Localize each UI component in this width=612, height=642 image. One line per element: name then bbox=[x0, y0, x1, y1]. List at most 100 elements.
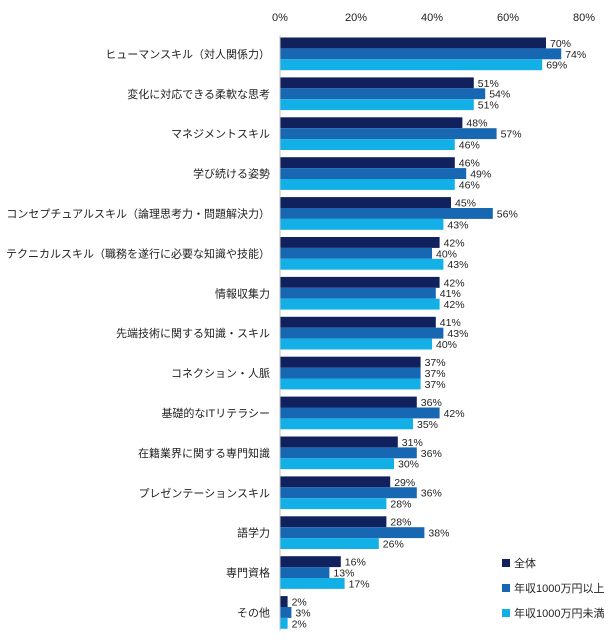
bar bbox=[280, 458, 394, 470]
bar bbox=[280, 418, 413, 430]
bar bbox=[280, 396, 417, 408]
data-label: 42% bbox=[444, 237, 465, 249]
data-label: 57% bbox=[501, 129, 522, 141]
bar bbox=[280, 168, 467, 179]
value-labels: 70%74%69%51%54%51%48%57%46%46%49%46%45%5… bbox=[292, 38, 587, 630]
data-label: 46% bbox=[459, 140, 480, 152]
data-label: 16% bbox=[345, 557, 366, 569]
bar bbox=[280, 538, 379, 549]
data-label: 37% bbox=[425, 379, 446, 391]
bar bbox=[280, 607, 292, 618]
bar bbox=[280, 247, 432, 259]
data-label: 42% bbox=[444, 277, 465, 289]
x-tick-label: 0% bbox=[272, 12, 288, 24]
data-label: 49% bbox=[470, 169, 491, 181]
data-label: 51% bbox=[478, 78, 499, 90]
data-label: 74% bbox=[565, 49, 586, 61]
bar bbox=[280, 99, 474, 111]
data-label: 36% bbox=[421, 397, 442, 409]
bar bbox=[280, 287, 436, 299]
bar bbox=[280, 128, 497, 140]
bar bbox=[280, 578, 345, 589]
bar bbox=[280, 48, 562, 60]
bar bbox=[280, 567, 330, 578]
category-labels: ヒューマンスキル（対人関係力） 変化に対応できる柔軟な思考マネジメントスキル学び続… bbox=[6, 47, 270, 620]
data-label: 54% bbox=[489, 89, 510, 101]
bar bbox=[280, 298, 440, 310]
category-label: 語学力 bbox=[237, 526, 270, 540]
bar bbox=[280, 596, 288, 607]
bar bbox=[280, 487, 417, 499]
category-label: その他 bbox=[237, 606, 270, 619]
bar bbox=[280, 407, 440, 419]
data-label: 38% bbox=[428, 528, 449, 540]
data-label: 37% bbox=[425, 368, 446, 380]
x-tick-label: 20% bbox=[345, 12, 367, 24]
data-label: 43% bbox=[447, 219, 468, 231]
bars bbox=[280, 37, 562, 629]
bar bbox=[280, 556, 341, 568]
data-label: 45% bbox=[455, 198, 476, 210]
bar bbox=[280, 179, 455, 190]
legend-label: 年収1000万円未満 bbox=[514, 606, 604, 620]
bar bbox=[280, 37, 546, 49]
data-label: 69% bbox=[546, 60, 567, 72]
category-label: ヒューマンスキル（対人関係力） bbox=[105, 47, 270, 61]
category-label: 専門資格 bbox=[226, 566, 270, 580]
data-label: 31% bbox=[402, 437, 423, 449]
bar bbox=[280, 88, 486, 100]
data-label: 46% bbox=[459, 158, 480, 170]
bar bbox=[280, 356, 421, 368]
bar bbox=[280, 617, 288, 629]
legend-label: 全体 bbox=[514, 556, 536, 570]
data-label: 43% bbox=[447, 328, 468, 340]
legend-swatch bbox=[502, 559, 510, 567]
x-tick-label: 40% bbox=[421, 12, 443, 24]
legend-swatch bbox=[502, 584, 510, 592]
data-label: 28% bbox=[390, 517, 411, 529]
data-label: 36% bbox=[421, 448, 442, 460]
bar bbox=[280, 476, 391, 488]
bar bbox=[280, 327, 444, 339]
data-label: 2% bbox=[292, 618, 307, 630]
data-label: 40% bbox=[436, 339, 457, 351]
data-label: 42% bbox=[444, 408, 465, 420]
x-tick-label: 80% bbox=[573, 12, 595, 24]
legend-swatch bbox=[502, 609, 510, 617]
data-label: 37% bbox=[425, 357, 446, 369]
data-label: 26% bbox=[383, 539, 404, 551]
bar bbox=[280, 139, 455, 150]
bar bbox=[280, 378, 421, 390]
x-tick-label: 60% bbox=[497, 12, 519, 24]
category-label: 変化に対応できる柔軟な思考 bbox=[127, 87, 270, 101]
category-label: 学び続ける姿勢 bbox=[193, 167, 270, 181]
data-label: 43% bbox=[447, 259, 468, 271]
data-label: 3% bbox=[295, 607, 310, 619]
data-label: 48% bbox=[466, 118, 487, 130]
category-label: コネクション・人脈 bbox=[171, 366, 270, 380]
bar bbox=[280, 117, 463, 129]
data-label: 46% bbox=[459, 179, 480, 191]
bar bbox=[280, 197, 451, 208]
data-label: 2% bbox=[292, 597, 307, 609]
bar bbox=[280, 516, 387, 528]
data-label: 51% bbox=[478, 100, 499, 112]
bar bbox=[280, 436, 398, 448]
data-label: 28% bbox=[390, 499, 411, 511]
category-label: コンセプチュアルスキル（論理思考力・問題解決力） bbox=[6, 206, 270, 220]
bar bbox=[280, 237, 440, 248]
legend-label: 年収1000万円以上 bbox=[514, 581, 604, 595]
bar bbox=[280, 258, 444, 270]
bar bbox=[280, 218, 444, 230]
bar bbox=[280, 447, 417, 459]
data-label: 17% bbox=[349, 578, 370, 590]
data-label: 40% bbox=[436, 248, 457, 260]
data-label: 29% bbox=[394, 477, 415, 489]
data-label: 70% bbox=[550, 38, 571, 50]
data-label: 36% bbox=[421, 488, 442, 500]
data-label: 13% bbox=[333, 568, 354, 580]
bar bbox=[280, 208, 493, 219]
bar bbox=[280, 527, 425, 539]
category-label: 情報収集力 bbox=[215, 286, 270, 300]
